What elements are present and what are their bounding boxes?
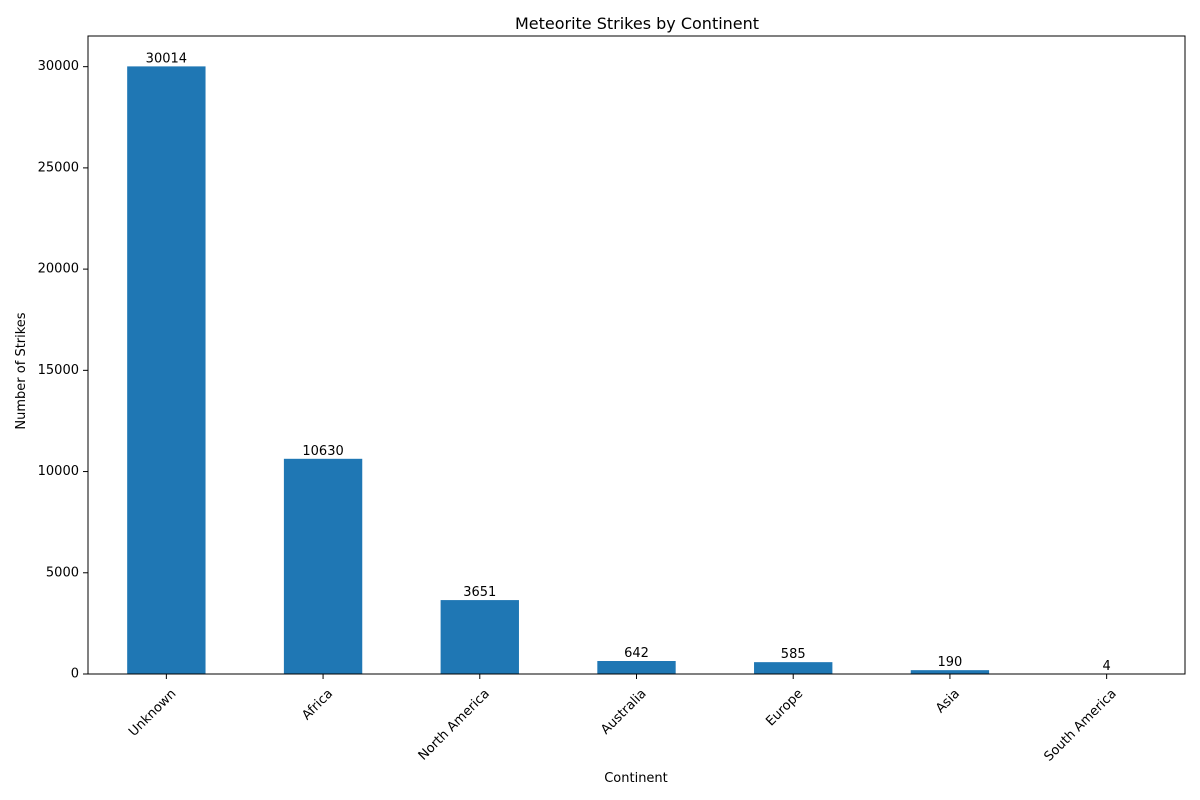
y-tick-label-30000: 30000 [38,59,79,74]
bar-value-label-asia: 190 [938,655,963,670]
bar-north-america [440,600,519,674]
y-tick-label-0: 0 [71,667,79,682]
bar-unknown [127,66,206,675]
y-tick-label-10000: 10000 [38,464,79,479]
bar-value-label-africa: 10630 [302,444,343,459]
y-tick-label-5000: 5000 [46,565,79,580]
plot-frame [87,35,1186,675]
x-axis: Unknown Africa North America Australia Europ… [126,674,1120,765]
x-tick-label-africa: Africa [299,686,336,723]
bar-value-label-unknown: 30014 [146,51,187,66]
y-axis: 0 5000 10000 15000 20000 25000 30000 [38,59,88,682]
x-tick-label-australia: Australia [598,686,649,737]
y-axis-label: Number of Strikes [14,312,29,429]
bar-value-label-north-america: 3651 [463,585,496,600]
chart-title: Meteorite Strikes by Continent [515,14,759,33]
bar-labels-group: 30014 10630 3651 642 585 190 4 [146,51,1111,674]
x-axis-label: Continent [604,771,668,786]
x-tick-label-unknown: Unknown [126,686,179,739]
bar-australia [597,661,676,674]
bar-africa [283,458,363,674]
y-tick-label-20000: 20000 [38,262,79,277]
y-tick-label-25000: 25000 [38,160,79,175]
bar-value-label-europe: 585 [781,647,806,662]
bar-asia [910,670,990,674]
bar-europe [754,662,833,674]
bar-value-label-south-america: 4 [1103,659,1111,674]
x-tick-label-asia: Asia [933,686,963,716]
x-tick-label-north-america: North America [416,686,493,763]
y-tick-label-15000: 15000 [38,363,79,378]
bars-group [127,66,1146,675]
bar-value-label-australia: 642 [624,646,649,661]
x-tick-label-south-america: South America [1042,686,1120,764]
x-tick-label-europe: Europe [763,686,806,729]
